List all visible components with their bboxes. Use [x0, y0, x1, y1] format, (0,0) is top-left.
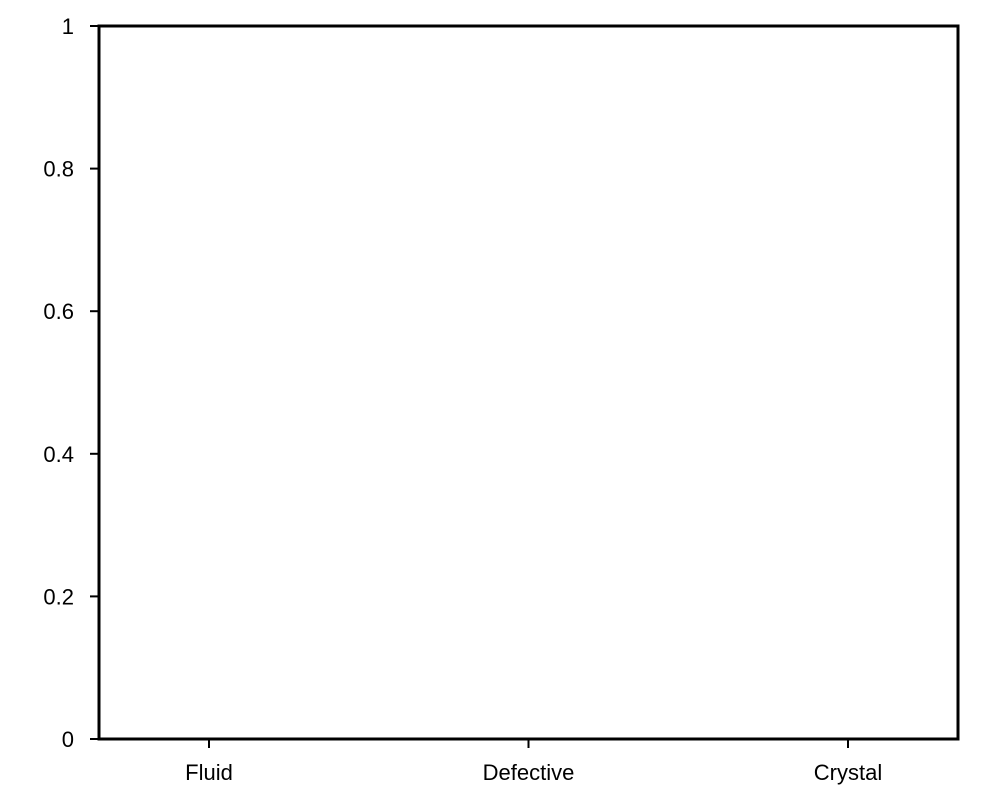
y-tick-label: 0.4: [43, 442, 74, 467]
y-tick-label: 1: [62, 14, 74, 39]
y-tick-label: 0: [62, 727, 74, 752]
x-tick-label: Fluid: [185, 760, 233, 785]
y-tick-label: 0.8: [43, 157, 74, 182]
x-tick-label: Defective: [483, 760, 575, 785]
plot-frame: [97, 24, 960, 741]
y-axis-ticks: 0 0.2 0.4 0.6 0.8 1: [43, 14, 99, 752]
x-axis-ticks: Fluid Defective Crystal: [185, 739, 882, 785]
x-tick-label: Crystal: [814, 760, 882, 785]
y-tick-label: 0.2: [43, 584, 74, 609]
y-tick-label: 0.6: [43, 299, 74, 324]
